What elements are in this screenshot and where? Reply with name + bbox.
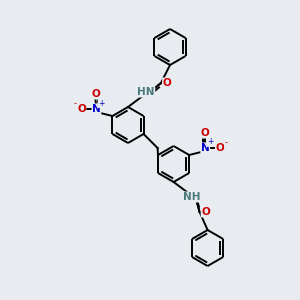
- Text: N: N: [201, 143, 210, 153]
- Text: O: O: [91, 89, 100, 99]
- Text: O: O: [201, 207, 210, 217]
- Text: O: O: [216, 143, 225, 153]
- Text: NH: NH: [183, 192, 200, 202]
- Text: +: +: [98, 98, 105, 107]
- Text: -: -: [74, 100, 77, 109]
- Text: N: N: [92, 104, 101, 114]
- Text: -: -: [225, 139, 228, 148]
- Text: O: O: [163, 78, 171, 88]
- Text: +: +: [207, 137, 213, 146]
- Text: O: O: [201, 128, 210, 138]
- Text: HN: HN: [137, 87, 155, 97]
- Text: O: O: [77, 104, 86, 114]
